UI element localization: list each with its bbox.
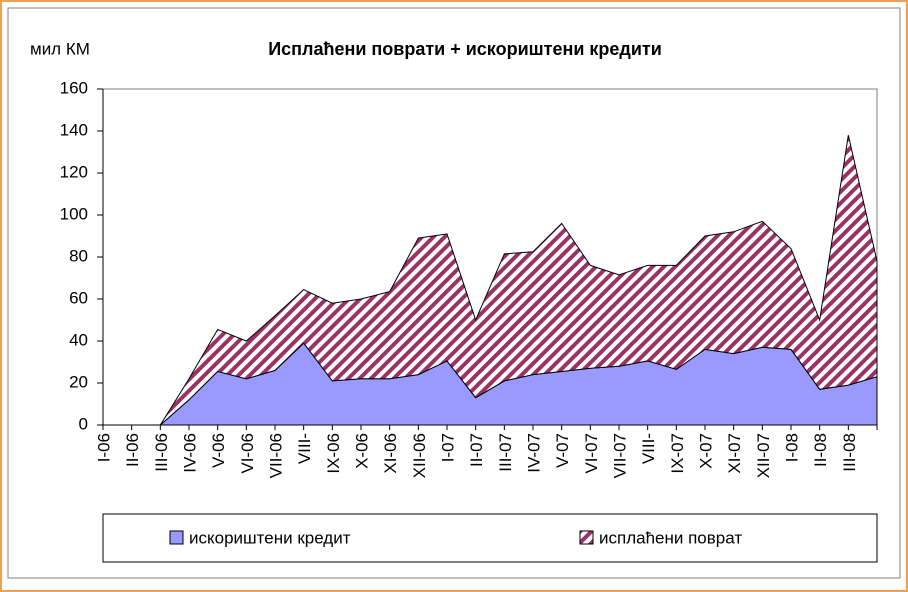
x-tick-label: I-06 — [94, 433, 113, 462]
x-tick-label: VI-07 — [582, 433, 601, 474]
y-axis-label: мил КМ — [30, 39, 90, 58]
y-tick-label: 160 — [60, 78, 88, 97]
y-tick-label: 80 — [69, 246, 88, 265]
x-tick-label: IV-06 — [180, 433, 199, 473]
x-tick-label: X-07 — [696, 433, 715, 469]
x-tick-label: V-07 — [553, 433, 572, 468]
x-tick-label: X-06 — [352, 433, 371, 469]
x-tick-label: IX-06 — [324, 433, 343, 474]
x-tick-label: I-07 — [438, 433, 457, 462]
y-tick-label: 40 — [69, 330, 88, 349]
x-tick-label: III-08 — [840, 433, 859, 472]
x-tick-label: VII-06 — [266, 433, 285, 478]
y-tick-label: 60 — [69, 288, 88, 307]
y-tick-label: 100 — [60, 204, 88, 223]
x-tick-label: II-07 — [467, 433, 486, 467]
x-tick-label: VI-06 — [238, 433, 257, 474]
x-tick-label: V-06 — [209, 433, 228, 468]
x-tick-label: IV-07 — [524, 433, 543, 473]
legend-swatch — [169, 530, 184, 545]
chart-title: Исплаћени поврати + искориштени кредити — [268, 39, 662, 59]
x-tick-label: XI-07 — [725, 433, 744, 474]
x-tick-label: IX-07 — [668, 433, 687, 474]
x-tick-label: I-08 — [782, 433, 801, 462]
y-tick-label: 0 — [79, 414, 88, 433]
legend-label: исплаћени поврат — [599, 528, 742, 547]
x-tick-label: II-08 — [811, 433, 830, 467]
x-tick-label: VIII- — [639, 433, 658, 464]
x-tick-label: XI-06 — [381, 433, 400, 474]
x-tick-label: II-06 — [123, 433, 142, 467]
x-tick-label: VIII- — [295, 433, 314, 464]
y-tick-label: 120 — [60, 162, 88, 181]
x-tick-label: XII-07 — [754, 433, 773, 478]
legend — [102, 513, 878, 563]
x-tick-label: XII-06 — [410, 433, 429, 478]
x-tick-label: VII-07 — [610, 433, 629, 478]
y-tick-label: 20 — [69, 372, 88, 391]
y-tick-label: 140 — [60, 120, 88, 139]
legend-label: искориштени кредит — [189, 528, 351, 547]
x-tick-label: III-06 — [152, 433, 171, 472]
x-tick-label: III-07 — [496, 433, 515, 472]
area — [103, 135, 878, 426]
legend-swatch — [579, 530, 594, 545]
chart-area — [7, 7, 901, 579]
